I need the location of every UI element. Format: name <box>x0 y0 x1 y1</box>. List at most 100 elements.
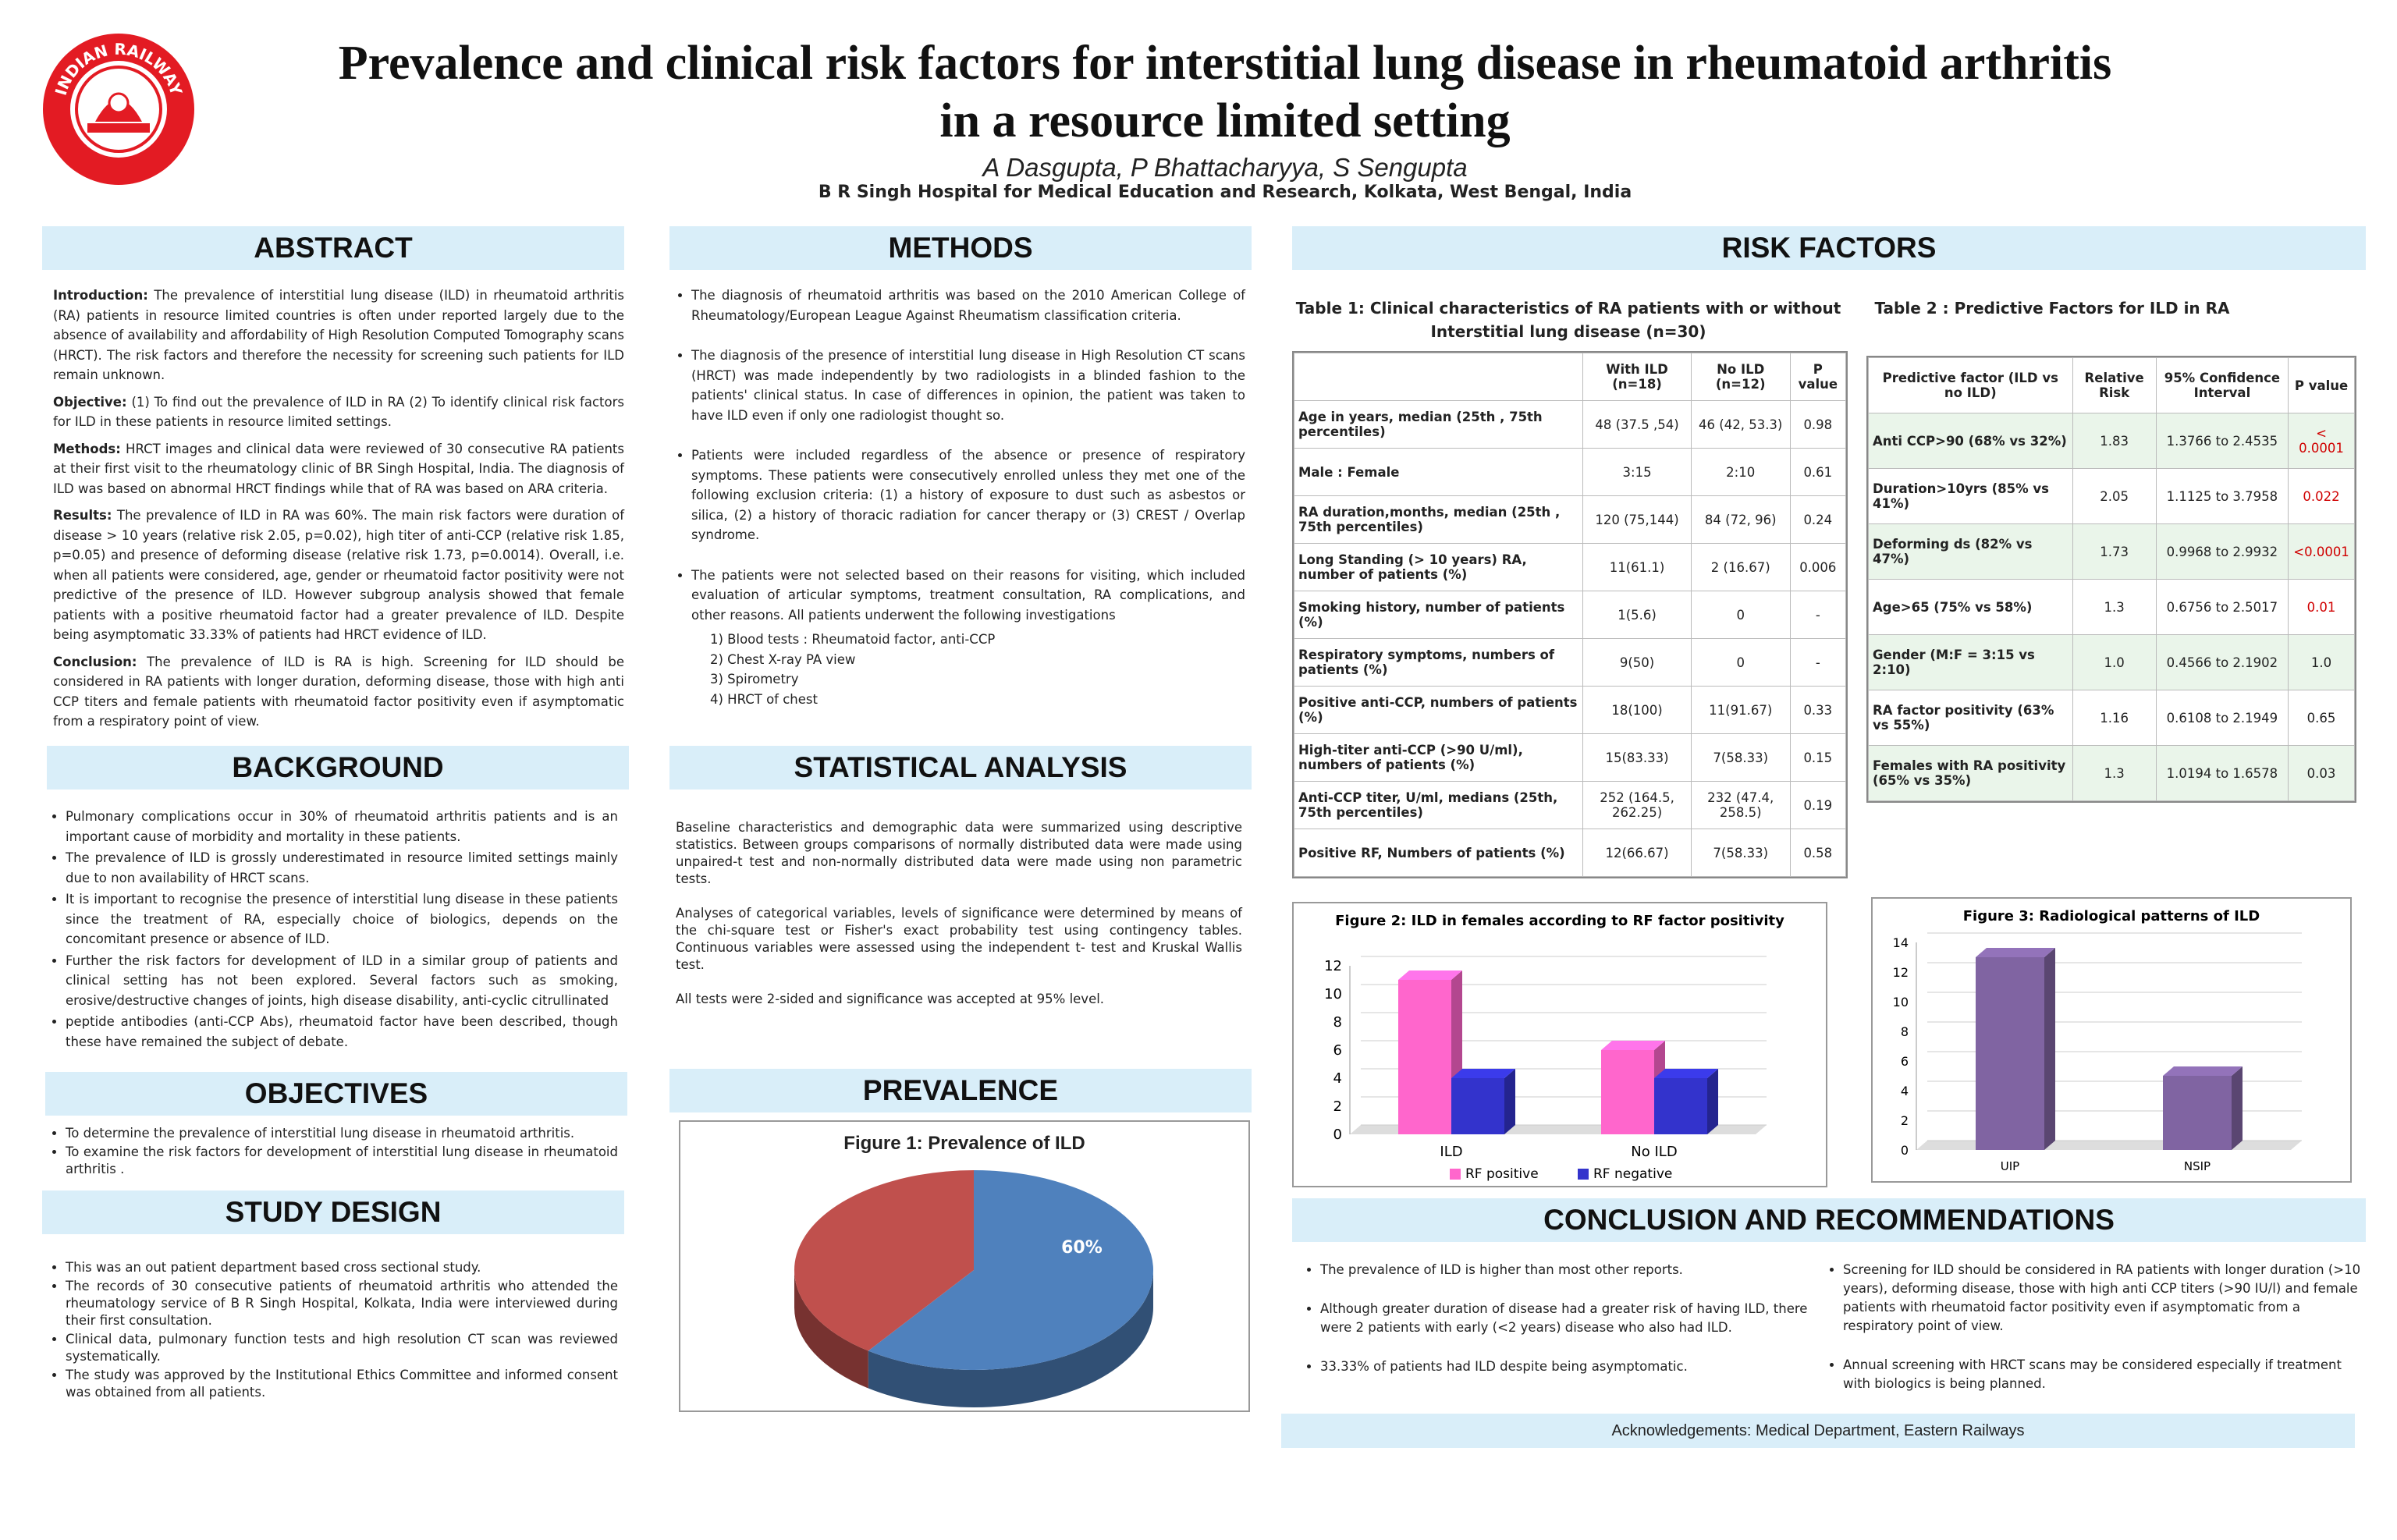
table-cell: - <box>1789 638 1847 687</box>
poster-title: Prevalence and clinical risk factors for… <box>338 37 2112 147</box>
conclusion-left: The prevalence of ILD is higher than mos… <box>1303 1261 1818 1396</box>
table-cell: Long Standing (> 10 years) RA, number of… <box>1293 543 1584 591</box>
chart-floor <box>1916 1141 2302 1150</box>
table-cell: 0.03 <box>2288 745 2355 801</box>
risk-heading: RISK FACTORS <box>1292 226 2366 270</box>
y-tick-label: 12 <box>1324 958 1342 974</box>
table-cell: 0.65 <box>2288 690 2355 746</box>
table-cell: RA factor positivity (63% vs 55%) <box>1868 690 2073 746</box>
table2: Predictive factor (ILD vs no ILD) Relativ… <box>1866 356 2356 803</box>
table-row: Females with RA positivity (65% vs 35%) 1… <box>1868 745 2355 801</box>
table-row: Duration>10yrs (85% vs 41%) 2.05 1.1125 to… <box>1868 468 2355 524</box>
y-tick-label: 4 <box>1901 1084 1909 1098</box>
table-cell: Smoking history, number of patients (%) <box>1293 591 1584 639</box>
pie-slice-side <box>794 1270 868 1389</box>
figure2-box: Figure 2: ILD in females according to RF… <box>1292 902 1827 1187</box>
table-row: Positive RF, Numbers of patients (%) 12(6… <box>1293 829 1847 877</box>
table-row: Age in years, median (25th , 75th percen… <box>1293 400 1847 449</box>
table-cell: Anti-CCP titer, U/ml, medians (25th, 75t… <box>1293 781 1584 829</box>
railway-logo: INDIAN RAILWAY <box>41 31 197 187</box>
table-row: Male : Female 3:15 2:10 0.61 <box>1293 448 1847 496</box>
table-cell: 0 <box>1690 591 1791 639</box>
table-row: Age>65 (75% vs 58%) 1.3 0.6756 to 2.5017 0.… <box>1868 579 2355 635</box>
prevalence-heading: PREVALENCE <box>669 1069 1252 1112</box>
table-row: RA factor positivity (63% vs 55%) 1.16 0.6… <box>1868 690 2355 746</box>
bar-top <box>1601 1041 1665 1050</box>
table-header-cell: Relative Risk <box>2072 357 2157 413</box>
table-cell: 48 (37.5 ,54) <box>1582 400 1692 449</box>
table-cell: 1.0194 to 1.6578 <box>2155 745 2289 801</box>
y-tick-label: 8 <box>1333 1014 1342 1031</box>
table-row: Anti-CCP titer, U/ml, medians (25th, 75t… <box>1293 781 1847 829</box>
legend-swatch <box>1578 1169 1589 1180</box>
table-cell: 0.24 <box>1789 495 1847 544</box>
table-cell: High-titer anti-CCP (>90 U/ml), numbers … <box>1293 733 1584 782</box>
table-cell: Positive anti-CCP, numbers of patients (… <box>1293 686 1584 734</box>
statistical-heading: STATISTICAL ANALYSIS <box>669 746 1252 790</box>
table-cell: 7(58.33) <box>1690 733 1791 782</box>
table-cell: 1.0 <box>2072 634 2157 690</box>
table-cell: 84 (72, 96) <box>1690 495 1791 544</box>
table-cell: Respiratory symptoms, numbers of patient… <box>1293 638 1584 687</box>
table-cell: 1(5.6) <box>1582 591 1692 639</box>
y-tick-label: 4 <box>1333 1070 1342 1087</box>
table1-grid: With ILD (n=18) No ILD (n=12) P value Age i… <box>1293 353 1847 877</box>
x-tick-label: NSIP <box>2184 1159 2211 1173</box>
table-cell: 2.05 <box>2072 468 2157 524</box>
table-header-cell: P value <box>2288 357 2355 413</box>
bar <box>1451 1078 1504 1134</box>
bar <box>1398 980 1451 1134</box>
table-cell: 1.73 <box>2072 523 2157 580</box>
y-tick-label: 10 <box>1893 995 1909 1010</box>
objectives-heading: OBJECTIVES <box>45 1072 627 1116</box>
table-cell: 0.98 <box>1789 400 1847 449</box>
table-cell: RA duration,months, median (25th , 75th … <box>1293 495 1584 544</box>
pie-slice-label: 60% <box>1061 1238 1103 1258</box>
bar-top <box>1976 948 2055 957</box>
table-cell: 7(58.33) <box>1690 829 1791 877</box>
study-design-list: This was an out patient department based… <box>48 1259 618 1403</box>
y-tick-label: 6 <box>1901 1054 1909 1069</box>
table-cell: <0.0001 <box>2288 523 2355 580</box>
study-design-heading: STUDY DESIGN <box>42 1190 624 1234</box>
table-cell: 1.0 <box>2288 634 2355 690</box>
table-cell: 1.1125 to 3.7958 <box>2155 468 2289 524</box>
bar <box>2163 1076 2232 1150</box>
table-cell: Male : Female <box>1293 448 1584 496</box>
y-tick-label: 2 <box>1333 1098 1342 1115</box>
table-header-cell: No ILD (n=12) <box>1690 353 1791 401</box>
table-cell: Deforming ds (82% vs 47%) <box>1868 523 2073 580</box>
methods-list: The diagnosis of rheumatoid arthritis wa… <box>674 286 1245 709</box>
table-cell: 1.3 <box>2072 579 2157 635</box>
table-row: Gender (M:F = 3:15 vs 2:10) 1.0 0.4566 to … <box>1868 634 2355 690</box>
pie-slice-side <box>868 1270 1153 1407</box>
table-row: Long Standing (> 10 years) RA, number of… <box>1293 543 1847 591</box>
table-row: Smoking history, number of patients (%) 1… <box>1293 591 1847 639</box>
y-tick-label: 14 <box>1893 935 1909 950</box>
table-cell: 3:15 <box>1582 448 1692 496</box>
table-cell: 0 <box>1690 638 1791 687</box>
table-cell: 232 (47.4, 258.5) <box>1690 781 1791 829</box>
bar-top <box>2163 1066 2243 1076</box>
table-header-cell: Predictive factor (ILD vs no ILD) <box>1868 357 2073 413</box>
figure3-chart: Figure 3: Radiological patterns of ILD 0 2… <box>1893 908 2302 1173</box>
bar-side <box>2044 948 2055 1150</box>
table-row: High-titer anti-CCP (>90 U/ml), numbers … <box>1293 733 1847 782</box>
legend-label: RF positive <box>1465 1166 1539 1182</box>
table-cell: 0.4566 to 2.1902 <box>2155 634 2289 690</box>
y-tick-label: 6 <box>1333 1042 1342 1059</box>
table-cell: 18(100) <box>1582 686 1692 734</box>
table-cell: 12(66.67) <box>1582 829 1692 877</box>
table2-caption: Table 2 : Predictive Factors for ILD in … <box>1874 299 2230 318</box>
table-cell: Duration>10yrs (85% vs 41%) <box>1868 468 2073 524</box>
table-cell: 0.19 <box>1789 781 1847 829</box>
table-row: Anti CCP>90 (68% vs 32%) 1.83 1.3766 to 2.… <box>1868 413 2355 469</box>
table1: With ILD (n=18) No ILD (n=12) P value Age i… <box>1292 351 1848 878</box>
table-cell: - <box>1789 591 1847 639</box>
institution: B R Singh Hospital for Medical Education… <box>818 183 1632 202</box>
conclusion-right: Screening for ILD should be considered i… <box>1826 1261 2364 1414</box>
bar-side <box>1504 1069 1515 1134</box>
table-cell: 1.16 <box>2072 690 2157 746</box>
figure3-box: Figure 3: Radiological patterns of ILD 0 2… <box>1871 897 2352 1183</box>
y-tick-label: 2 <box>1901 1113 1909 1128</box>
